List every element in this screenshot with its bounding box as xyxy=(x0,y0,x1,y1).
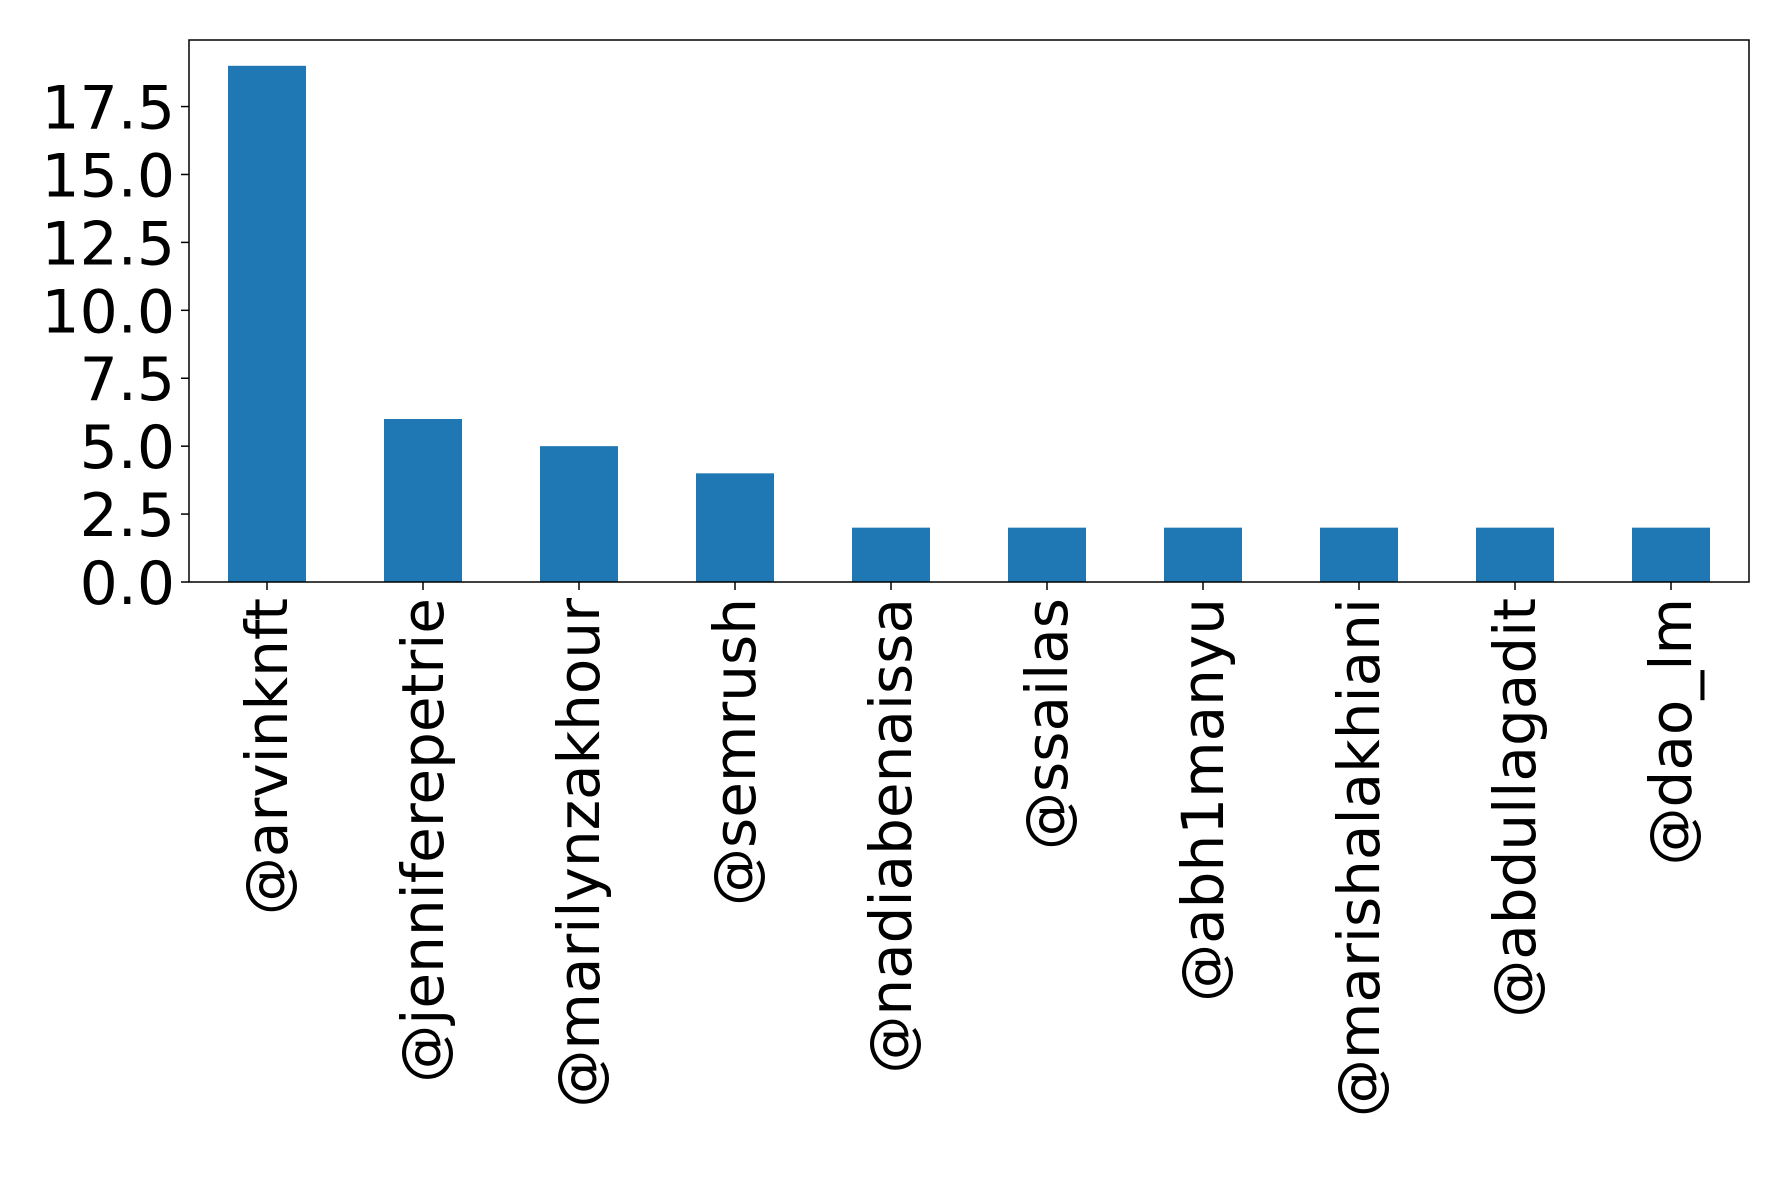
y-tick-label-3: 7.5 xyxy=(80,345,175,415)
y-tick-label-4: 10.0 xyxy=(41,277,175,347)
x-tick-label-4: @nadiabenaissa xyxy=(857,598,925,1074)
x-tick-label-8: @abdullagadit xyxy=(1481,598,1549,1018)
y-tick-label-1: 2.5 xyxy=(80,481,175,551)
plot-frame xyxy=(188,39,1750,583)
y-tick-label-0: 0.0 xyxy=(80,549,175,619)
bar-8 xyxy=(1476,527,1554,582)
x-tick-label-0: @arvinknft xyxy=(233,598,301,915)
bar-7 xyxy=(1320,527,1398,582)
y-tick-label-2: 5.0 xyxy=(80,413,175,483)
bar-6 xyxy=(1164,527,1242,582)
y-tick-label-6: 15.0 xyxy=(41,141,175,211)
bar-2 xyxy=(540,446,618,582)
x-tick-label-6: @abh1manyu xyxy=(1169,598,1237,1002)
x-tick-label-1: @jenniferepetrie xyxy=(389,598,457,1083)
bar-9 xyxy=(1632,527,1710,582)
y-tick-label-5: 12.5 xyxy=(41,209,175,279)
bar-1 xyxy=(384,418,462,582)
bar-0 xyxy=(228,65,306,583)
x-tick-label-5: @ssailas xyxy=(1013,598,1081,850)
bar-4 xyxy=(852,527,930,582)
bar-3 xyxy=(696,473,774,582)
x-tick-label-7: @marishalakhiani xyxy=(1325,598,1393,1117)
x-tick-label-2: @marilynzakhour xyxy=(545,598,613,1108)
bar-5 xyxy=(1008,527,1086,582)
x-tick-label-9: @dao_lm xyxy=(1637,598,1705,865)
y-tick-label-7: 17.5 xyxy=(41,74,175,144)
x-tick-label-3: @semrush xyxy=(701,598,769,906)
